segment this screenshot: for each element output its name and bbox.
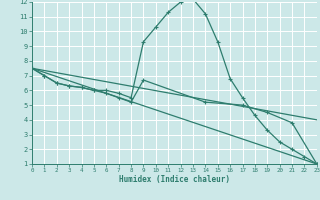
- X-axis label: Humidex (Indice chaleur): Humidex (Indice chaleur): [119, 175, 230, 184]
